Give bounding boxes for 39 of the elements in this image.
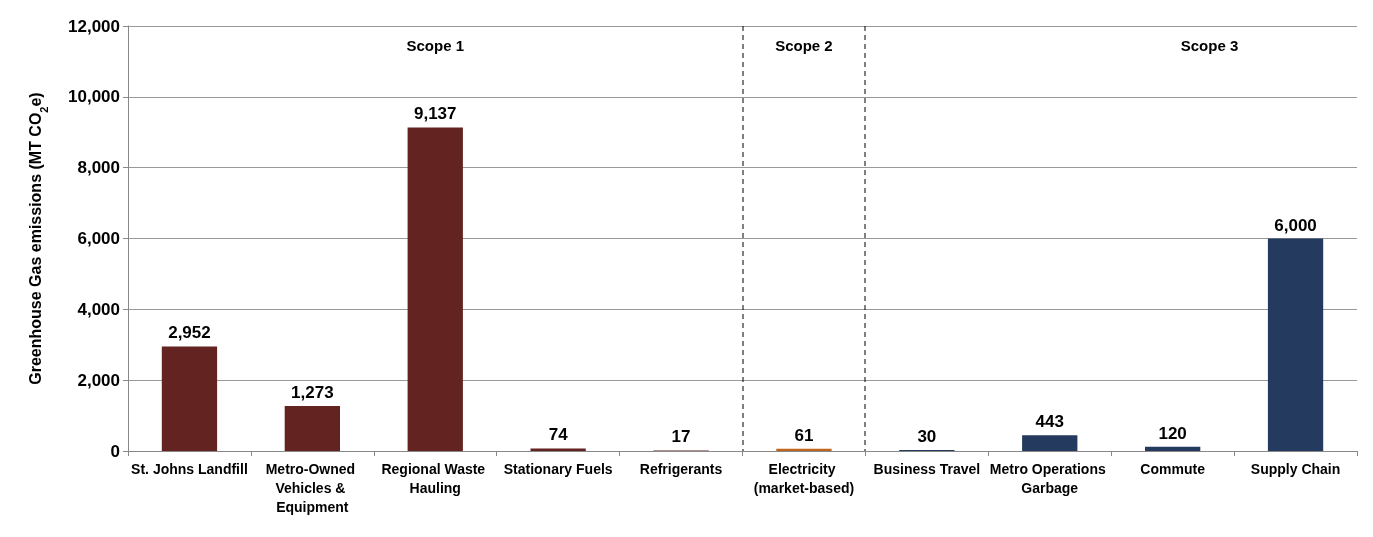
bar [161, 346, 218, 451]
x-tick-label: Metro Operations Garbage [989, 460, 1110, 496]
x-tick-label: Metro-Owned Vehicles & Equipment [265, 460, 360, 515]
y-tick-label: 12,000 [68, 16, 120, 36]
x-tick-label: Regional Waste Hauling [381, 460, 490, 496]
y-tick-label: 10,000 [68, 87, 120, 107]
data-label: 6,000 [1274, 215, 1317, 235]
data-label: 17 [671, 427, 691, 447]
x-tick-label: Business Travel [873, 460, 981, 477]
data-label: 61 [794, 425, 814, 445]
bar [407, 127, 463, 451]
x-tick-label: St. Johns Landfill [131, 460, 248, 477]
y-axis-title: Greenhouse Gas emissions (MT CO2e) [26, 92, 50, 385]
x-tick-label: Commute [1140, 460, 1206, 477]
y-tick-label: 0 [110, 441, 120, 461]
data-label: 443 [1035, 412, 1064, 432]
x-tick-label: Supply Chain [1250, 460, 1341, 477]
bar [530, 448, 586, 451]
x-tick-label: Refrigerants [639, 460, 723, 477]
y-tick-label: 8,000 [77, 158, 120, 178]
x-tick-label: Stationary Fuels [503, 460, 613, 477]
y-tick-label: 4,000 [77, 299, 120, 319]
bar [1267, 238, 1324, 451]
bar [1022, 435, 1078, 451]
annotation: Scope 1 [406, 37, 465, 54]
bar [1145, 446, 1201, 451]
data-label: 1,273 [291, 382, 334, 402]
x-tick-label: Electricity (market-based) [753, 460, 855, 496]
data-label: 30 [917, 426, 937, 446]
annotation: Scope 3 [1180, 37, 1239, 54]
bar [776, 448, 832, 451]
data-label: 120 [1158, 423, 1187, 443]
y-tick-label: 2,000 [77, 370, 120, 390]
data-label: 2,952 [168, 323, 211, 343]
data-label: 74 [548, 425, 569, 445]
annotation: Scope 2 [775, 37, 833, 54]
y-tick-label: 6,000 [77, 229, 120, 248]
bar [284, 405, 340, 451]
data-label: 9,137 [413, 104, 457, 124]
